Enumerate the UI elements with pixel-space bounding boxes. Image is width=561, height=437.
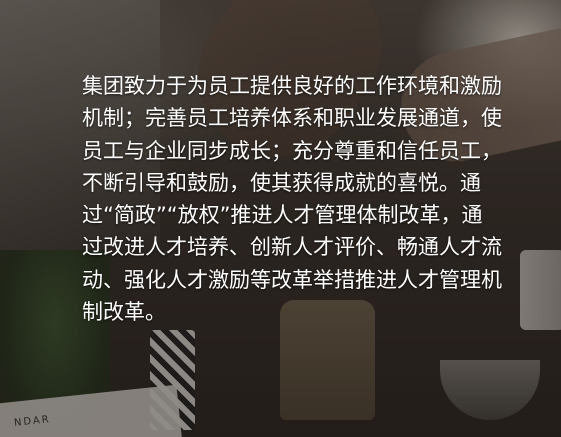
body-paragraph: 集团致力于为员工提供良好的工作环境和激励机制；完善员工培养体系和职业发展通道，使… — [82, 70, 502, 328]
